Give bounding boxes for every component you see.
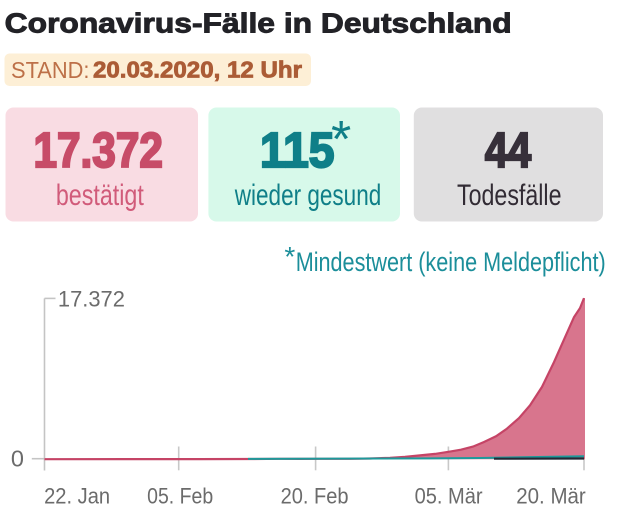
svg-text:115: 115 — [260, 123, 335, 178]
svg-text:20. Feb: 20. Feb — [281, 483, 349, 508]
svg-text:20. Mär: 20. Mär — [516, 483, 586, 508]
svg-text:22. Jan: 22. Jan — [44, 483, 110, 508]
svg-text:Todesfälle: Todesfälle — [457, 179, 562, 212]
svg-text:05. Mär: 05. Mär — [415, 483, 483, 508]
svg-text:17.372: 17.372 — [58, 286, 125, 311]
svg-text:20.03.2020, 12 Uhr: 20.03.2020, 12 Uhr — [93, 57, 302, 83]
svg-text:wieder gesund: wieder gesund — [234, 179, 381, 212]
svg-text:44: 44 — [485, 123, 532, 178]
svg-text:STAND:: STAND: — [11, 57, 90, 83]
svg-text:bestätigt: bestätigt — [56, 179, 144, 212]
svg-text:Coronavirus-Fälle in Deutschla: Coronavirus-Fälle in Deutschland — [5, 8, 512, 39]
svg-text:17.372: 17.372 — [33, 123, 163, 178]
svg-text:0: 0 — [11, 445, 24, 471]
svg-text:Mindestwert (keine Meldepflich: Mindestwert (keine Meldepflicht) — [296, 247, 606, 277]
svg-text:*: * — [331, 111, 351, 169]
svg-text:05. Feb: 05. Feb — [147, 483, 213, 508]
svg-text:*: * — [284, 241, 295, 272]
